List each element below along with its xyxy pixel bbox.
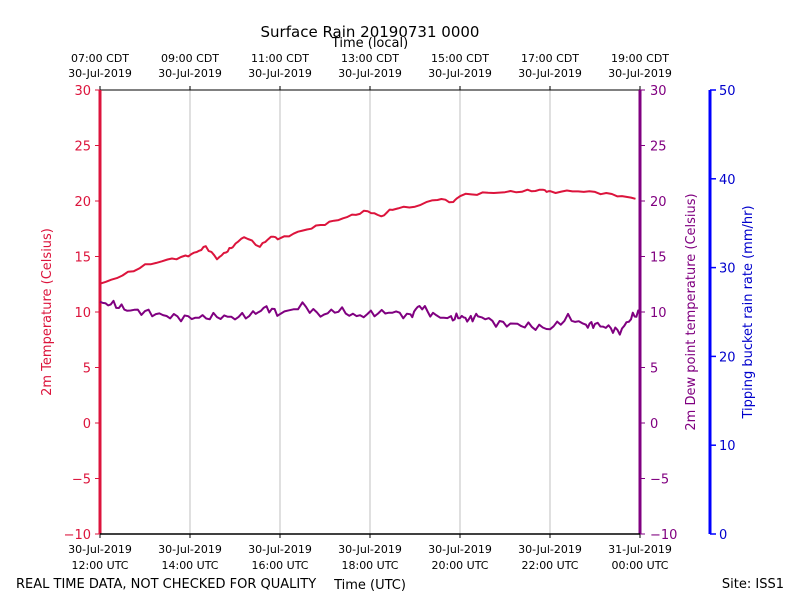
ticks-layer: 30-Jul-2019 12:00 UTC 07:00 CDT 30-Jul-2019…	[64, 52, 736, 572]
temperature-series-line	[99, 188, 636, 285]
right-y-tick-label: 25	[650, 140, 667, 155]
right-y-tick-label: −5	[650, 473, 669, 488]
x-tick-label-time: 18:00 UTC	[341, 559, 398, 572]
chart-title: Surface Rain 20190731 0000	[261, 23, 480, 41]
x-tick-label-time: 00:00 UTC	[611, 559, 668, 572]
top-tick-label-date: 30-Jul-2019	[338, 67, 402, 80]
left-y-tick-label: 30	[74, 84, 91, 99]
right-y-tick-label: 20	[650, 195, 667, 210]
rain-axis-tick-label: 20	[719, 350, 736, 365]
right-y-tick-label: 5	[650, 362, 658, 377]
rain-axis-label: Tipping bucket rain rate (mm/hr)	[741, 205, 756, 419]
left-y-tick-label: 25	[74, 140, 91, 155]
right-y-tick-label: 0	[650, 417, 658, 432]
x-tick-label-time: 16:00 UTC	[251, 559, 308, 572]
series-layer	[99, 188, 641, 336]
x-tick-label-time: 22:00 UTC	[521, 559, 578, 572]
top-tick-label-date: 30-Jul-2019	[428, 67, 492, 80]
left-y-tick-label: 20	[74, 195, 91, 210]
top-tick-label-time: 13:00 CDT	[341, 52, 399, 65]
left-y-tick-label: 5	[83, 362, 91, 377]
right-y-tick-label: 10	[650, 306, 667, 321]
x-tick-label-date: 30-Jul-2019	[158, 543, 222, 556]
left-y-tick-label: 10	[74, 306, 91, 321]
left-y-tick-label: −5	[72, 473, 91, 488]
top-tick-label-time: 15:00 CDT	[431, 52, 489, 65]
site-label: Site: ISS1	[722, 577, 784, 592]
top-tick-label-time: 19:00 CDT	[611, 52, 669, 65]
x-tick-label-date: 30-Jul-2019	[68, 543, 132, 556]
top-tick-label-date: 30-Jul-2019	[518, 67, 582, 80]
rain-axis-tick-label: 10	[719, 439, 736, 454]
left-y-tick-label: 0	[83, 417, 91, 432]
x-tick-label-time: 20:00 UTC	[431, 559, 488, 572]
left-y-tick-label: −10	[64, 528, 91, 543]
left-y-axis-label: 2m Temperature (Celsius)	[40, 228, 55, 396]
rain-axis-tick-label: 30	[719, 262, 736, 277]
x-tick-label-date: 31-Jul-2019	[608, 543, 672, 556]
top-tick-label-date: 30-Jul-2019	[608, 67, 672, 80]
top-axis-label: Time (local)	[331, 36, 408, 51]
top-tick-label-time: 09:00 CDT	[161, 52, 219, 65]
x-axis-label: Time (UTC)	[333, 578, 406, 593]
rain-axis-tick-label: 50	[719, 84, 736, 99]
rain-axis-tick-label: 0	[719, 528, 727, 543]
right-y-axis-label: 2m Dew point temperature (Celsius)	[684, 193, 699, 430]
x-tick-label-time: 14:00 UTC	[161, 559, 218, 572]
top-tick-label-time: 11:00 CDT	[251, 52, 309, 65]
top-tick-label-time: 07:00 CDT	[71, 52, 129, 65]
x-tick-label-time: 12:00 UTC	[71, 559, 128, 572]
top-tick-label-date: 30-Jul-2019	[158, 67, 222, 80]
x-tick-label-date: 30-Jul-2019	[248, 543, 312, 556]
right-y-tick-label: 30	[650, 84, 667, 99]
x-tick-label-date: 30-Jul-2019	[338, 543, 402, 556]
top-tick-label-date: 30-Jul-2019	[68, 67, 132, 80]
right-y-tick-label: −10	[650, 528, 677, 543]
x-tick-label-date: 30-Jul-2019	[518, 543, 582, 556]
top-tick-label-time: 17:00 CDT	[521, 52, 579, 65]
top-tick-label-date: 30-Jul-2019	[248, 67, 312, 80]
rain-axis-tick-label: 40	[719, 173, 736, 188]
left-y-tick-label: 15	[74, 251, 91, 266]
right-y-tick-label: 15	[650, 251, 667, 266]
x-tick-label-date: 30-Jul-2019	[428, 543, 492, 556]
quality-disclaimer: REAL TIME DATA, NOT CHECKED FOR QUALITY	[16, 577, 316, 592]
dewpoint-series-line	[99, 299, 641, 336]
